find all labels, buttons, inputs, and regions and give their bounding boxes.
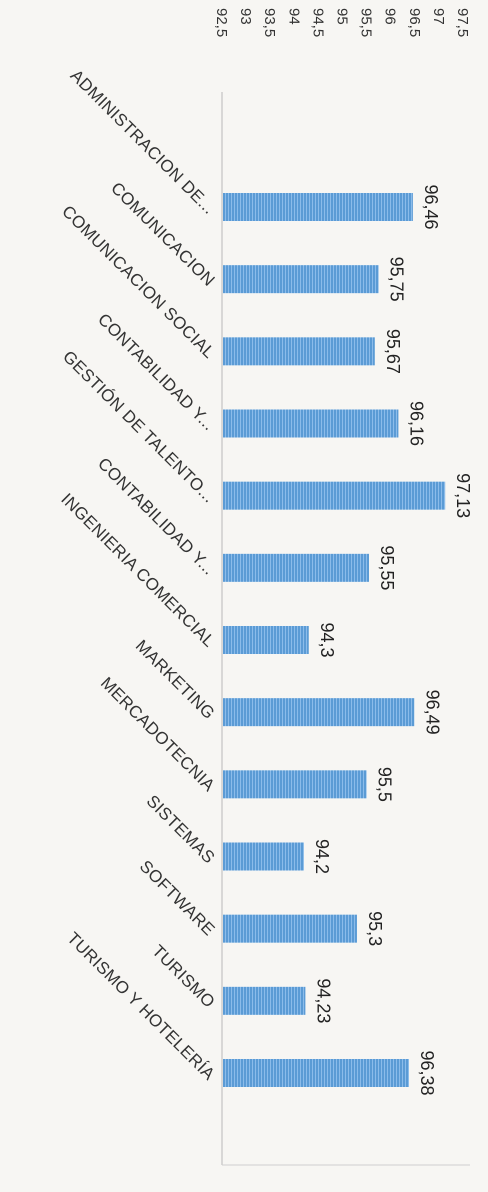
tick-label: 95,5 [358, 8, 375, 37]
tick-label: 95 [334, 8, 351, 25]
data-label: 96,49 [422, 690, 442, 735]
bar [223, 770, 367, 799]
tick-label: 94,5 [309, 8, 326, 37]
category-label: GESTIÓN DE TALENTO... [59, 347, 219, 507]
data-label: 96,16 [406, 401, 426, 446]
bar [223, 337, 375, 366]
category-label: TURISMO [148, 941, 218, 1011]
tick-label: 97,5 [454, 8, 471, 37]
category-label: SISTEMAS [143, 791, 219, 867]
bar [223, 914, 357, 943]
bar [223, 1059, 410, 1087]
bar [223, 698, 415, 727]
data-labels: 96,46 95,75 95,67 96,16 97,13 95,55 94,3 96,49 9… [312, 184, 473, 1095]
data-label: 95,3 [365, 911, 385, 946]
bar [223, 553, 370, 582]
data-label: 95,75 [387, 257, 407, 302]
data-label: 94,23 [313, 978, 333, 1023]
data-label: 94,2 [312, 839, 332, 874]
category-label: SOFTWARE [136, 857, 219, 940]
tick-label: 97 [430, 8, 447, 25]
data-label: 95,55 [377, 545, 397, 590]
bar [223, 265, 379, 294]
bar [223, 842, 304, 871]
data-label: 97,13 [453, 473, 473, 518]
tick-label: 96 [382, 8, 399, 25]
data-label: 95,5 [375, 767, 395, 802]
category-label: CONTABILIDAD Y... [94, 310, 219, 435]
tick-label: 93,5 [261, 8, 278, 37]
bar [223, 409, 399, 438]
category-labels: ADMINISTRACION DE...COMUNICACIONCOMUNICA… [57, 66, 219, 1084]
tick-labels: 92,5 93 93,5 94 94,5 95 95,5 96 96,5 97 97,5 [213, 8, 471, 37]
tick-label: 96,5 [406, 8, 423, 37]
data-label: 94,3 [317, 622, 337, 657]
plot-frame [221, 92, 470, 1166]
data-label: 96,46 [421, 184, 441, 229]
category-label: COMUNICACION SOCIAL [58, 202, 218, 362]
tick-label: 92,5 [213, 8, 230, 37]
bar [223, 193, 413, 221]
category-label: ADMINISTRACION DE... [67, 66, 219, 218]
tick-label: 94 [285, 8, 302, 25]
category-label: TURISMO Y HOTELERÍA [63, 929, 219, 1085]
data-label: 96,38 [417, 1050, 437, 1095]
bar [223, 626, 309, 654]
bars [223, 193, 446, 1087]
category-label: CONTABILIDAD Y... [94, 454, 219, 579]
bar [223, 986, 306, 1015]
category-label: INGENIERIA COMERCIAL [57, 490, 218, 651]
bar [223, 481, 446, 510]
data-label: 95,67 [383, 329, 403, 374]
tick-label: 93 [237, 8, 254, 25]
